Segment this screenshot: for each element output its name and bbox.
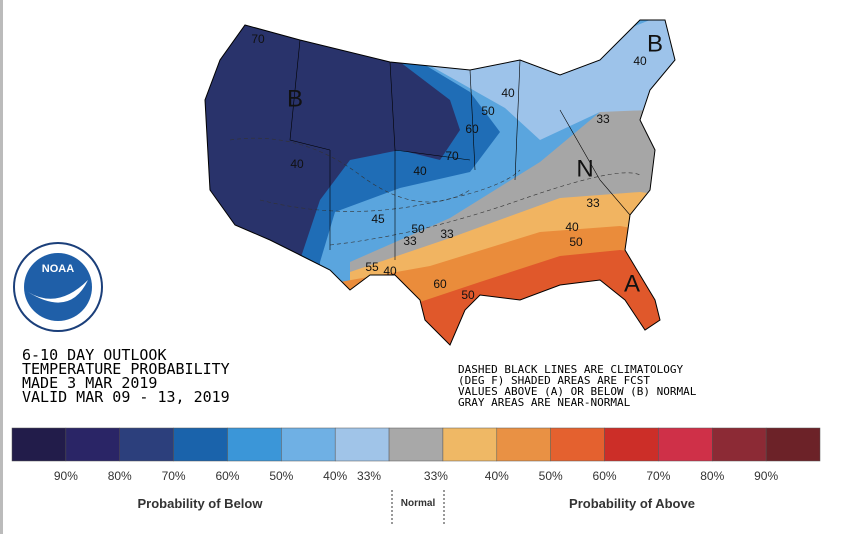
contour-label: 33 bbox=[440, 227, 454, 241]
legend-swatch bbox=[334, 427, 390, 462]
climatology-lines bbox=[229, 137, 641, 246]
contour-label: 50 bbox=[481, 104, 495, 118]
contour-label: 33 bbox=[586, 196, 600, 210]
contour-label: 55 bbox=[365, 260, 379, 274]
anomaly-letter: A bbox=[624, 270, 640, 297]
legend-swatch bbox=[496, 427, 551, 462]
contour-label: 40 bbox=[633, 54, 647, 68]
contour-label: 33 bbox=[596, 112, 610, 126]
outlook-line: VALID MAR 09 - 13, 2019 bbox=[22, 388, 230, 406]
logo-text: NOAA bbox=[42, 263, 74, 275]
legend-label: 50% bbox=[269, 469, 293, 483]
above-caption: Probability of Above bbox=[569, 496, 695, 511]
noaa-logo: NOAA bbox=[13, 242, 103, 332]
contour-label: 45 bbox=[371, 212, 385, 226]
legend-label: 70% bbox=[646, 469, 670, 483]
anomaly-letter: B bbox=[287, 85, 303, 112]
contour-label: 50 bbox=[461, 288, 475, 302]
legend-swatch bbox=[550, 427, 605, 462]
contour-label: 33 bbox=[403, 234, 417, 248]
legend-swatch bbox=[11, 427, 67, 462]
state-borders bbox=[289, 39, 631, 260]
legend-label: 60% bbox=[215, 469, 239, 483]
normal-caption: Normal bbox=[401, 498, 436, 509]
legend-label: 70% bbox=[162, 469, 186, 483]
note-line: GRAY AREAS ARE NEAR-NORMAL bbox=[458, 396, 631, 409]
legend-swatch bbox=[712, 427, 767, 462]
below-caption: Probability of Below bbox=[138, 496, 264, 511]
us-outline bbox=[204, 19, 676, 346]
legend-swatch bbox=[658, 427, 713, 462]
left-border bbox=[0, 0, 3, 534]
contour-label: 50 bbox=[569, 235, 583, 249]
legend-label: 33% bbox=[357, 469, 381, 483]
contour-label: 60 bbox=[465, 122, 479, 136]
legend-label: 33% bbox=[424, 469, 448, 483]
legend-label: 90% bbox=[754, 469, 778, 483]
legend-swatch bbox=[173, 427, 228, 462]
contour-label: 40 bbox=[501, 86, 515, 100]
legend-label: 80% bbox=[700, 469, 724, 483]
legend-swatch bbox=[442, 427, 498, 462]
contour-label: 40 bbox=[413, 164, 427, 178]
legend-swatch bbox=[65, 427, 120, 462]
outlook-line: MADE 3 MAR 2019 bbox=[22, 374, 157, 392]
legend-swatch bbox=[388, 427, 444, 462]
legend: 90% 80% 70% 60% 50% 40% 33% 33% 40% 50% 60% 70% 80% 9… bbox=[11, 427, 821, 483]
legend-swatch bbox=[227, 427, 282, 462]
outlook-line: 6-10 DAY OUTLOOK bbox=[22, 346, 167, 364]
legend-label: 90% bbox=[54, 469, 78, 483]
legend-swatch bbox=[765, 427, 821, 462]
contour-label: 50 bbox=[411, 222, 425, 236]
contour-label: 70 bbox=[251, 32, 265, 46]
note-line: (DEG F) SHADED AREAS ARE FCST bbox=[458, 374, 650, 387]
contour-label: 40 bbox=[383, 264, 397, 278]
contour-label: 60 bbox=[433, 277, 447, 291]
note-line: DASHED BLACK LINES ARE CLIMATOLOGY bbox=[458, 363, 684, 376]
contour-label: 70 bbox=[445, 149, 459, 163]
outlook-line: TEMPERATURE PROBABILITY bbox=[22, 360, 230, 378]
contour-label: 40 bbox=[565, 220, 579, 234]
anomaly-letter: B bbox=[647, 30, 663, 57]
legend-label: 40% bbox=[485, 469, 509, 483]
note-line: VALUES ABOVE (A) OR BELOW (B) NORMAL bbox=[458, 385, 697, 398]
legend-swatch bbox=[281, 427, 336, 462]
note-text: DASHED BLACK LINES ARE CLIMATOLOGY(DEG F… bbox=[458, 363, 697, 409]
anomaly-letter: N bbox=[576, 155, 593, 182]
legend-label: 50% bbox=[539, 469, 563, 483]
legend-label: 60% bbox=[593, 469, 617, 483]
contour-label: 40 bbox=[290, 157, 304, 171]
legend-label: 40% bbox=[323, 469, 347, 483]
legend-swatch bbox=[604, 427, 659, 462]
legend-swatch bbox=[119, 427, 174, 462]
legend-label: 80% bbox=[108, 469, 132, 483]
